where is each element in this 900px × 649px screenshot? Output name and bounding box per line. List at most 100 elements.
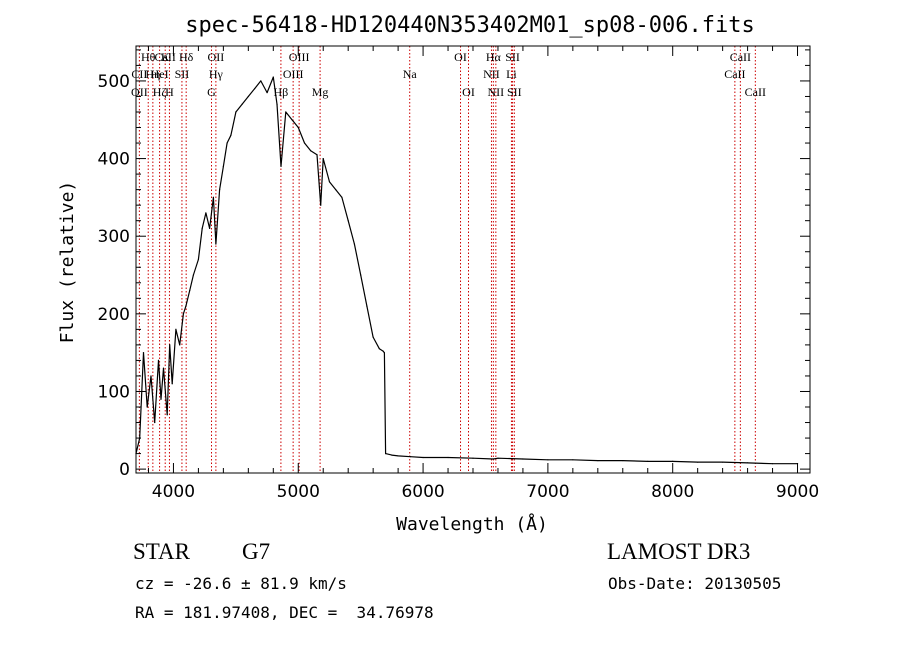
- spectrum-point: [547, 459, 549, 461]
- spectrum-point: [622, 459, 624, 462]
- spectrum-point: [215, 243, 217, 245]
- spectrum-point: [722, 461, 724, 463]
- spectrum-point: [179, 344, 181, 346]
- spectral-line-label: OIII: [289, 50, 310, 64]
- spectral-line-label: Hδ: [179, 50, 194, 64]
- spectrum-point: [285, 111, 287, 113]
- spectral-line-label: CII: [131, 67, 147, 81]
- spectral-line-label: Hζ: [153, 85, 167, 99]
- spectral-line-label: Hθ: [141, 50, 156, 64]
- spectrum-point: [219, 189, 221, 191]
- spectral-line-label: H: [165, 85, 174, 99]
- spectral-line-label: OI: [462, 85, 475, 99]
- spectrum-point: [209, 227, 211, 230]
- spectral-line-label: SII: [505, 50, 520, 64]
- spectrum-point: [266, 91, 268, 94]
- spectral-line-label: G: [207, 85, 216, 99]
- spectrum-point: [182, 313, 185, 315]
- y-tick-label: 400: [98, 150, 130, 170]
- spectral-line-label: Hβ: [274, 85, 289, 99]
- y-tick-label: 100: [98, 382, 130, 402]
- spectral-line-label: HeI: [151, 67, 169, 81]
- spectrum-point: [303, 142, 306, 144]
- spectrum-point: [272, 76, 274, 78]
- coordinates-text: RA = 181.97408, DEC = 34.76978: [135, 603, 434, 622]
- spectrum-point: [422, 456, 424, 459]
- y-tick-label: 500: [98, 72, 130, 92]
- spectrum-point: [310, 150, 312, 152]
- spectrum-point: [341, 196, 343, 198]
- spectrum-point: [391, 454, 393, 456]
- class-label: STAR: [133, 539, 190, 564]
- spectral-line-label: Hγ: [209, 67, 224, 81]
- x-tick-label: 8000: [651, 482, 694, 502]
- spectrum-point: [192, 274, 195, 276]
- spectrum-point: [235, 111, 237, 113]
- spectrum-point: [160, 398, 162, 400]
- spectrum-point: [378, 348, 380, 350]
- spectrum-point: [328, 181, 331, 183]
- redshift-text: cz = -26.6 ± 81.9 km/s: [135, 574, 347, 593]
- spectrum-point: [746, 462, 749, 464]
- spectral-line-label: OII: [131, 85, 148, 99]
- spectrum-point: [397, 455, 399, 457]
- spectrum-point: [597, 459, 599, 462]
- spectrum-point: [771, 463, 774, 465]
- spectrum-point: [197, 258, 200, 261]
- y-tick-label: 0: [119, 460, 130, 480]
- survey-label: LAMOST DR3: [607, 539, 751, 564]
- spectrum-point: [697, 461, 699, 463]
- spectral-line-label: K: [161, 50, 170, 64]
- y-axis-label: Flux (relative): [57, 181, 78, 344]
- subclass-label: G7: [242, 539, 271, 564]
- spectrum-point: [260, 80, 262, 82]
- spectrum-point: [322, 157, 324, 160]
- spectrum-point: [185, 305, 187, 307]
- spectrum-point: [647, 460, 649, 462]
- spectrum-point: [472, 457, 474, 459]
- spectrum-point: [335, 189, 337, 191]
- spectral-line-label: CaII: [730, 50, 751, 64]
- spectrum-point: [212, 196, 214, 198]
- spectrum-point: [189, 289, 191, 292]
- spectrum-point: [572, 459, 574, 461]
- spectral-line-label: CaII: [745, 85, 766, 99]
- spectral-line-label: Li: [506, 67, 517, 81]
- spectral-line-label: CaII: [724, 67, 745, 81]
- spectrum-point: [492, 458, 494, 460]
- x-tick-label: 5000: [277, 482, 320, 502]
- spectrum-point: [201, 227, 203, 230]
- spectrum-point: [230, 134, 232, 136]
- spectrum-point: [146, 406, 148, 408]
- spectral-line-label: Hη: [145, 67, 160, 81]
- spectrum-point: [383, 352, 385, 354]
- x-tick-label: 6000: [401, 482, 444, 502]
- spectrum-point: [372, 336, 374, 338]
- spectral-lines: [138, 46, 756, 473]
- spectrum-point: [297, 126, 299, 129]
- spectrum-point: [157, 359, 160, 362]
- spectrum-point: [360, 274, 362, 276]
- spectrum-point: [347, 220, 349, 222]
- spectral-line-label: SII: [175, 67, 190, 81]
- x-axis-label: Wavelength (Å): [396, 513, 548, 535]
- y-tick-label: 200: [98, 305, 130, 325]
- axis-ticks: 4000 5000 6000 7000 8000 9000 0 100 200 300 400 500: [98, 46, 819, 502]
- y-tick-label: 300: [98, 227, 130, 247]
- spectrum-point: [222, 165, 224, 167]
- spectrum-point: [150, 375, 152, 377]
- spectral-line-label: Na: [403, 67, 418, 81]
- spectrum-point: [280, 165, 282, 167]
- spectrum-point: [169, 344, 171, 346]
- spectrum-series-line: [135, 76, 798, 465]
- spectrum-point: [320, 204, 322, 206]
- spectrum-point: [276, 103, 278, 105]
- spectrum-point: [241, 103, 243, 105]
- spectrum-point: [166, 414, 168, 416]
- spectral-line-label: OI: [454, 50, 467, 64]
- spectrum-point: [142, 352, 145, 354]
- x-tick-label: 7000: [526, 482, 569, 502]
- spectrum-point: [497, 457, 499, 459]
- spectrum-point: [672, 460, 674, 462]
